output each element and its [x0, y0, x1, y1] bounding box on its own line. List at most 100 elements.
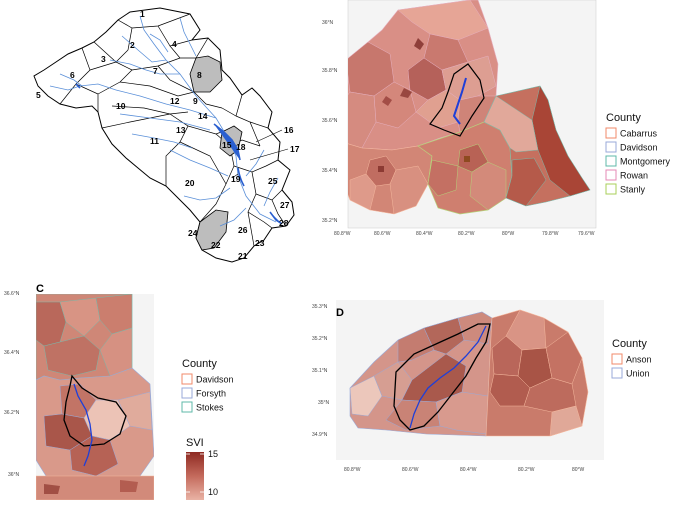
legend-swatch	[605, 141, 617, 153]
label-leaders	[231, 129, 289, 179]
panel-c-map: C 36.6°N 36.4°N 36.2°N 36°N	[4, 283, 154, 500]
subbasin-label: 18	[236, 142, 246, 152]
subbasin-label: 5	[36, 90, 41, 100]
lat-ticks-b: 36°N 35.8°N 35.6°N 35.4°N 35.2°N	[322, 20, 338, 224]
legend-swatch	[605, 127, 617, 139]
lon-ticks-b: 80.8°W 80.6°W 80.4°W 80.2°W 80°W 79.8°W …	[334, 231, 595, 237]
legend-label: Anson	[626, 355, 652, 365]
svi-label-high: 15	[208, 449, 218, 459]
svg-text:80°W: 80°W	[572, 467, 585, 473]
legend-swatch	[605, 155, 617, 167]
river-b	[452, 77, 467, 125]
river-c	[73, 383, 93, 467]
subbasin-label: 3	[101, 54, 106, 64]
svi-title: SVI	[186, 437, 204, 449]
lat-ticks-c: 36.6°N 36.4°N 36.2°N 36°N	[4, 291, 20, 478]
subbasin-label: 22	[211, 240, 221, 250]
svg-text:80.8°W: 80.8°W	[344, 467, 361, 473]
legend-b: County Cabarrus Davidson Montgomery Rowan St…	[604, 110, 680, 225]
basin-outline	[33, 7, 295, 263]
legend-label: Union	[626, 369, 650, 379]
streams	[49, 15, 279, 227]
river-d	[409, 325, 487, 429]
subbasin-label: 14	[198, 111, 208, 121]
svg-text:79.8°W: 79.8°W	[542, 231, 559, 237]
choropleth-d	[349, 309, 589, 437]
subbasin-label: 6	[70, 70, 75, 80]
panel-d-map: D 35.3°N 35.2°N 35.1°N 35°N 34.9°N 80.8°…	[312, 300, 604, 473]
subbasin-label: 9	[193, 96, 198, 106]
subbasin-boundaries	[59, 13, 287, 247]
legend-label: Forsyth	[196, 389, 226, 399]
legend-swatch	[605, 183, 617, 195]
svg-text:80°W: 80°W	[502, 231, 515, 237]
panel-label: D	[336, 307, 344, 319]
svi-legend: SVI 15 10	[186, 436, 246, 500]
subbasin-label: 7	[153, 66, 158, 76]
svg-text:36°N: 36°N	[322, 20, 334, 26]
svi-label-mid: 10	[208, 487, 218, 497]
legend-label: Stokes	[196, 403, 224, 413]
legend-label: Cabarrus	[620, 129, 658, 139]
svg-text:35.1°N: 35.1°N	[312, 368, 328, 374]
subbasin-label: 21	[238, 251, 248, 261]
legend-c: County Davidson Forsyth Stokes	[180, 356, 260, 441]
subbasin-label: 20	[185, 178, 195, 188]
svg-text:35.2°N: 35.2°N	[322, 218, 338, 224]
legend-title: County	[182, 358, 217, 370]
choropleth-c	[36, 294, 154, 500]
svg-text:80.2°W: 80.2°W	[458, 231, 475, 237]
svg-text:35.3°N: 35.3°N	[312, 304, 328, 310]
svg-text:35.2°N: 35.2°N	[312, 336, 328, 342]
panel-b-map: 36°N 35.8°N 35.6°N 35.4°N 35.2°N 80.8°W …	[322, 0, 597, 237]
lon-ticks-d: 80.8°W 80.6°W 80.4°W 80.2°W 80°W	[344, 467, 585, 473]
legend-swatch	[181, 373, 193, 385]
svg-text:36°N: 36°N	[8, 472, 20, 478]
legend-d: County Anson Union	[610, 336, 680, 397]
svg-text:80.4°W: 80.4°W	[416, 231, 433, 237]
svg-text:80.2°W: 80.2°W	[518, 467, 535, 473]
watershed-outline-d	[393, 323, 491, 431]
legend-label: Rowan	[620, 171, 648, 181]
subbasin-label: 4	[172, 39, 177, 49]
svg-text:35.8°N: 35.8°N	[322, 68, 338, 74]
subbasin-label: 19	[231, 174, 241, 184]
subbasin-label: 2	[130, 40, 135, 50]
legend-label: Davidson	[196, 375, 234, 385]
subbasin-label: 10	[116, 101, 126, 111]
svg-text:80.8°W: 80.8°W	[334, 231, 351, 237]
subbasin-label: 25	[268, 176, 278, 186]
subbasin-label: 23	[255, 238, 265, 248]
subbasin-label: 13	[176, 125, 186, 135]
subbasin-label: 15	[222, 140, 232, 150]
reservoirs	[75, 83, 283, 225]
legend-swatch	[605, 169, 617, 181]
subbasin-labels: 1 2 3 4 5 6 7 8 9 10 11 12 13 14 15 16 1…	[36, 9, 300, 261]
subbasin-label: 8	[197, 70, 202, 80]
svg-text:36.2°N: 36.2°N	[4, 410, 20, 416]
subbasin-label: 17	[290, 144, 300, 154]
legend-swatch	[611, 353, 623, 365]
svg-text:35.6°N: 35.6°N	[322, 118, 338, 124]
legend-swatch	[181, 387, 193, 399]
panel-label: C	[36, 283, 44, 295]
watershed-outline-c	[63, 374, 127, 447]
svi-colorbar	[186, 452, 204, 500]
legend-label: Montgomery	[620, 157, 671, 167]
subbasin-label: 24	[188, 228, 198, 238]
svg-text:80.6°W: 80.6°W	[374, 231, 391, 237]
grey-subbasin-24	[195, 209, 229, 251]
subbasin-label: 11	[150, 136, 159, 146]
svg-text:36.4°N: 36.4°N	[4, 350, 20, 356]
watershed-outline-b	[429, 63, 485, 137]
legend-label: Davidson	[620, 143, 658, 153]
svg-text:34.9°N: 34.9°N	[312, 432, 328, 438]
legend-title: County	[606, 112, 641, 124]
svg-text:35.4°N: 35.4°N	[322, 168, 338, 174]
legend-title: County	[612, 338, 647, 350]
svg-text:35°N: 35°N	[318, 400, 330, 406]
grey-subbasin-8	[189, 55, 223, 93]
subbasin-label: 28	[279, 218, 289, 228]
subbasin-label: 26	[238, 225, 248, 235]
svg-text:80.4°W: 80.4°W	[460, 467, 477, 473]
